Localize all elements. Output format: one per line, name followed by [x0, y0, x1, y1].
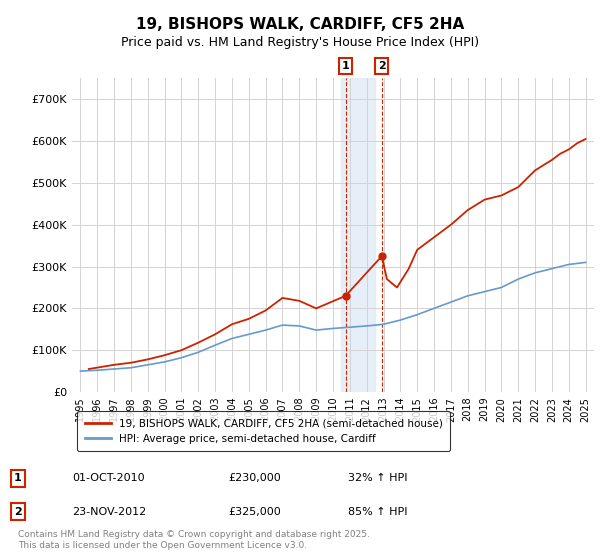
Text: 01-OCT-2010: 01-OCT-2010 — [72, 473, 145, 483]
Text: £325,000: £325,000 — [228, 507, 281, 516]
Text: Price paid vs. HM Land Registry's House Price Index (HPI): Price paid vs. HM Land Registry's House … — [121, 36, 479, 49]
Text: 2: 2 — [14, 507, 22, 516]
Text: 1: 1 — [14, 473, 22, 483]
Text: 19, BISHOPS WALK, CARDIFF, CF5 2HA: 19, BISHOPS WALK, CARDIFF, CF5 2HA — [136, 17, 464, 32]
Bar — [341, 78, 375, 392]
Text: 2: 2 — [378, 61, 386, 71]
Text: 32% ↑ HPI: 32% ↑ HPI — [348, 473, 407, 483]
Text: 23-NOV-2012: 23-NOV-2012 — [72, 507, 146, 516]
Text: 1: 1 — [342, 61, 350, 71]
Legend: 19, BISHOPS WALK, CARDIFF, CF5 2HA (semi-detached house), HPI: Average price, se: 19, BISHOPS WALK, CARDIFF, CF5 2HA (semi… — [77, 411, 450, 451]
Text: £230,000: £230,000 — [228, 473, 281, 483]
Text: Contains HM Land Registry data © Crown copyright and database right 2025.
This d: Contains HM Land Registry data © Crown c… — [18, 530, 370, 550]
Text: 85% ↑ HPI: 85% ↑ HPI — [348, 507, 407, 516]
